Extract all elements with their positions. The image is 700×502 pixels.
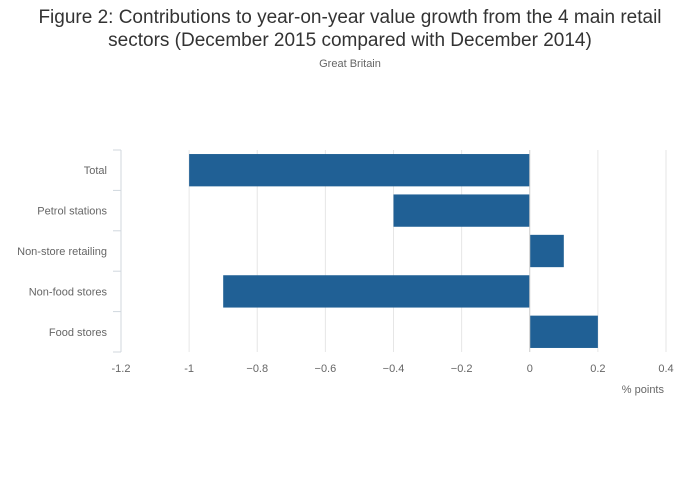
y-category-label: Non-store retailing (17, 246, 107, 258)
y-category-label: Non-food stores (29, 286, 108, 298)
bar-layer (189, 154, 598, 348)
chart-title-line-1: Figure 2: Contributions to year-on-year … (38, 7, 662, 28)
axis-layer (113, 149, 531, 353)
x-tick-label: −0.2 (451, 363, 473, 375)
x-tick-label: 0.2 (590, 363, 605, 375)
x-tick-label: 0.4 (658, 363, 673, 375)
bar[interactable] (189, 154, 530, 187)
x-axis-title: % points (622, 384, 665, 396)
chart-title-line-2: sectors (December 2015 compared with Dec… (108, 30, 592, 51)
bar[interactable] (529, 315, 598, 348)
x-tick-label: −0.6 (315, 363, 337, 375)
x-tick-label: -1 (184, 363, 194, 375)
x-tick-label: -1.2 (112, 363, 131, 375)
y-category-label: Total (84, 165, 107, 177)
bar[interactable] (393, 194, 530, 227)
y-category-label: Food stores (49, 327, 108, 339)
x-tick-label: 0 (527, 363, 533, 375)
bar[interactable] (223, 275, 530, 308)
x-tick-label: −0.4 (383, 363, 405, 375)
y-category-label: Petrol stations (37, 206, 107, 218)
label-layer: -1.2 -1 −0.8 −0.6 −0.4 −0.2 0 0.2 0.4 Total Petrol… (17, 165, 674, 396)
chart-title: Figure 2: Contributions to year-on-year … (0, 6, 700, 52)
bar[interactable] (529, 234, 564, 268)
x-tick-label: −0.8 (246, 363, 268, 375)
chart-subtitle: Great Britain (319, 58, 381, 70)
